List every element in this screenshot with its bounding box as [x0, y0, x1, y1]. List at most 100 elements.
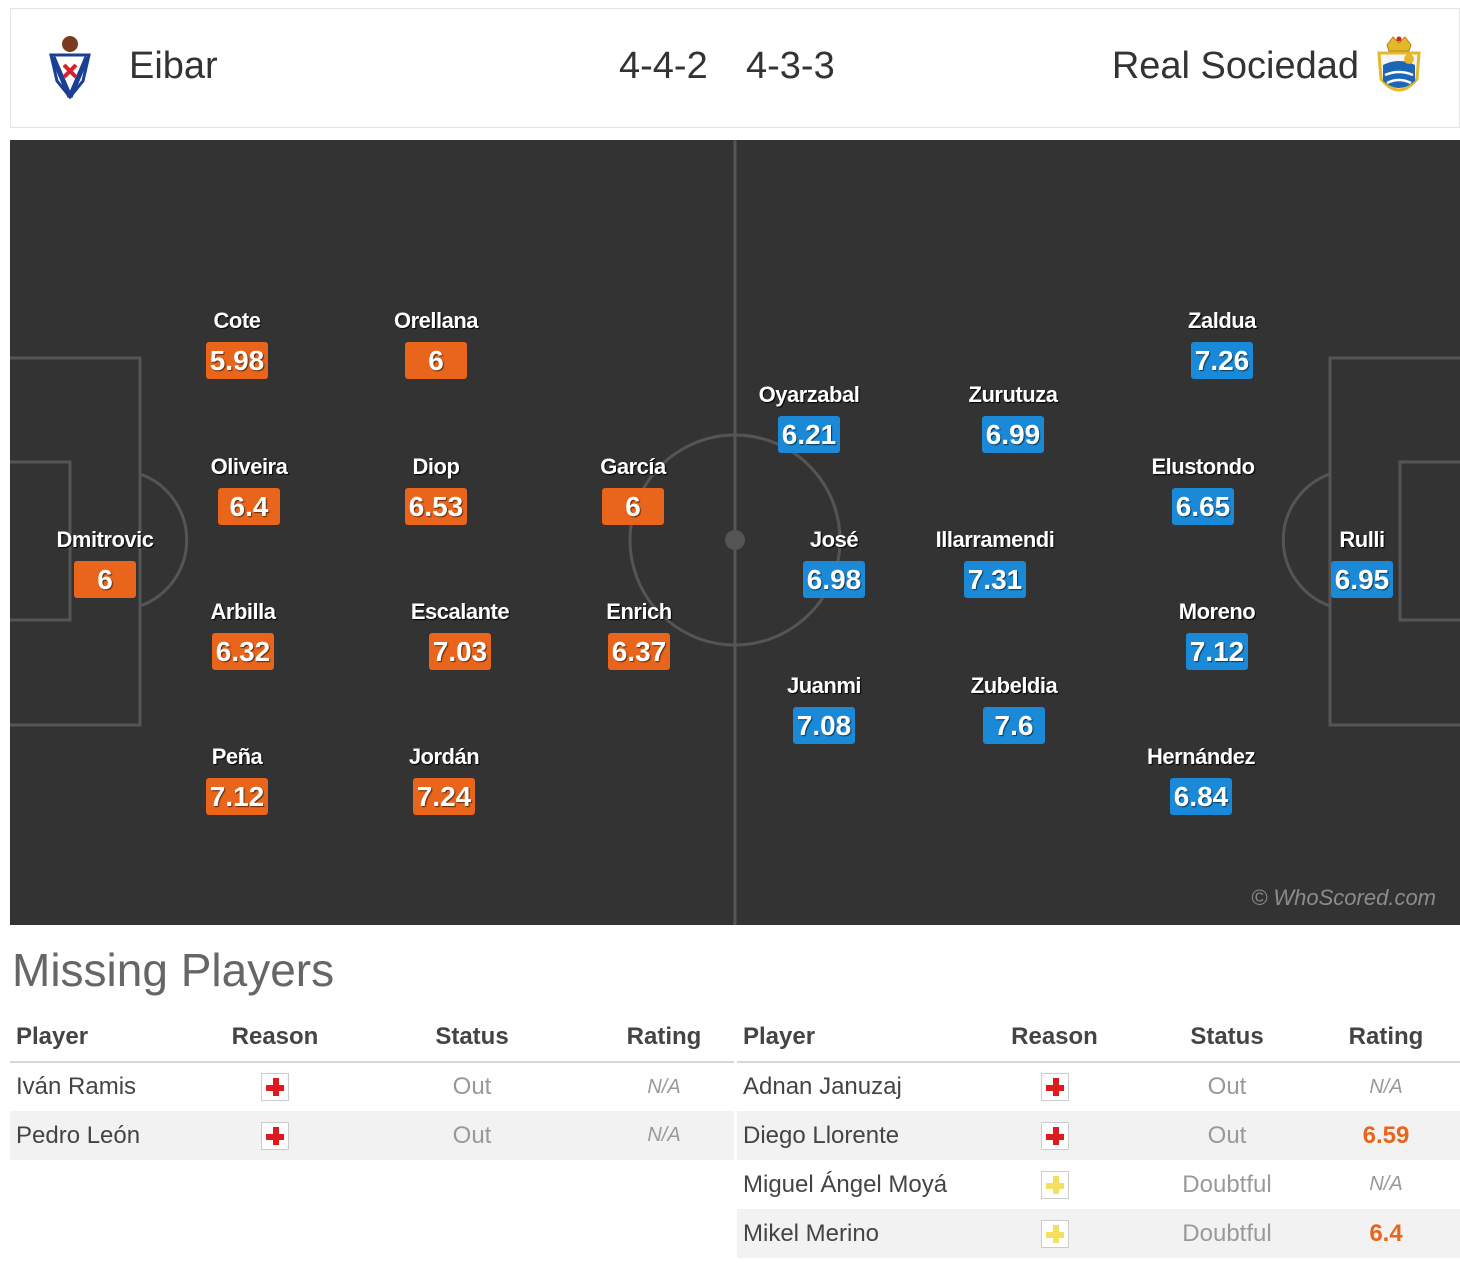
doubtful-cross-icon[interactable]: [1040, 1170, 1069, 1199]
injury-cross-icon[interactable]: [261, 1121, 289, 1150]
player-rating-badge: 7.31: [963, 561, 1027, 598]
injury-cross-icon[interactable]: [1040, 1073, 1069, 1102]
missing-player-row: Pedro León Out N/A: [10, 1111, 734, 1160]
player-name[interactable]: Zubeldia: [970, 673, 1058, 698]
player-rating-badge: 7.24: [412, 778, 476, 815]
missing-player-name[interactable]: Miguel Ángel Moyá: [743, 1170, 948, 1198]
missing-player-row: Adnan Januzaj Out N/A: [737, 1062, 1460, 1111]
home-player-marker[interactable]: Jordán 7.24: [354, 744, 534, 815]
player-name[interactable]: Enrich: [606, 599, 672, 624]
player-name[interactable]: Elustondo: [1151, 454, 1255, 479]
player-name[interactable]: Orellana: [393, 308, 479, 333]
player-name[interactable]: Moreno: [1178, 599, 1256, 624]
pitch-markings: [10, 140, 1460, 925]
home-player-marker[interactable]: García 6: [543, 454, 723, 525]
player-name[interactable]: Hernández: [1147, 744, 1255, 769]
missing-player-name[interactable]: Pedro León: [10, 1111, 200, 1160]
player-name[interactable]: Oliveira: [210, 454, 288, 479]
home-player-marker[interactable]: Diop 6.53: [346, 454, 526, 525]
player-rating-badge: 7.08: [792, 707, 856, 744]
away-missing-table: Player Reason Status Rating Adnan Januza…: [737, 1012, 1460, 1258]
player-name[interactable]: Dmitrovic: [56, 527, 154, 552]
eibar-crest-icon: [47, 35, 93, 106]
missing-player-row: Iván Ramis Out N/A: [10, 1062, 734, 1111]
player-name[interactable]: Illarramendi: [935, 527, 1055, 552]
away-player-marker[interactable]: Zurutuza 6.99: [923, 382, 1103, 453]
missing-player-rating: N/A: [594, 1111, 734, 1160]
missing-player-status: Doubtful: [1142, 1209, 1312, 1258]
missing-player-rating: 6.59: [1312, 1111, 1460, 1160]
away-player-marker[interactable]: Zaldua 7.26: [1132, 308, 1312, 379]
player-name[interactable]: Rulli: [1339, 527, 1385, 552]
away-player-marker[interactable]: Hernández 6.84: [1111, 744, 1291, 815]
column-player: Player: [10, 1012, 200, 1063]
away-player-marker[interactable]: Illarramendi 7.31: [905, 527, 1085, 598]
player-rating-badge: 7.03: [428, 633, 492, 670]
player-name[interactable]: José: [809, 527, 859, 552]
player-rating-badge: 7.12: [1185, 633, 1249, 670]
missing-player-reason: [967, 1160, 1142, 1209]
player-name[interactable]: Diop: [412, 454, 460, 479]
away-player-marker[interactable]: Zubeldia 7.6: [924, 673, 1104, 744]
table-header-row: Player Reason Status Rating: [10, 1012, 734, 1063]
missing-player-status: Out: [1142, 1111, 1312, 1160]
missing-player-reason: [967, 1062, 1142, 1111]
home-player-marker[interactable]: Peña 7.12: [147, 744, 327, 815]
missing-player-row: Miguel Ángel Moyá Doubtful N/A: [737, 1160, 1460, 1209]
player-rating-badge: 6.98: [802, 561, 866, 598]
player-rating-badge: 6.99: [981, 416, 1045, 453]
away-player-marker[interactable]: Moreno 7.12: [1127, 599, 1307, 670]
column-status: Status: [1142, 1012, 1312, 1063]
doubtful-cross-icon[interactable]: [1040, 1219, 1069, 1248]
missing-player-rating: N/A: [1369, 1075, 1403, 1098]
missing-player-row: Mikel Merino Doubtful 6.4: [737, 1209, 1460, 1258]
player-rating-badge: 6.32: [211, 633, 275, 670]
player-rating-badge: 6.65: [1171, 488, 1235, 525]
home-player-marker[interactable]: Oliveira 6.4: [159, 454, 339, 525]
home-team-name[interactable]: Eibar: [129, 45, 218, 87]
real-sociedad-crest-icon: [1373, 35, 1425, 108]
missing-player-name[interactable]: Mikel Merino: [737, 1209, 967, 1258]
missing-player-name[interactable]: Adnan Januzaj: [743, 1073, 902, 1100]
player-name[interactable]: Cote: [213, 308, 261, 333]
home-formation: 4-4-2: [619, 45, 708, 87]
player-name[interactable]: Oyarzabal: [758, 382, 860, 407]
home-player-marker[interactable]: Arbilla 6.32: [153, 599, 333, 670]
home-player-marker[interactable]: Cote 5.98: [147, 308, 327, 379]
missing-player-rating: N/A: [1369, 1173, 1403, 1195]
away-player-marker[interactable]: Rulli 6.95: [1272, 527, 1452, 598]
column-status: Status: [350, 1012, 594, 1063]
player-name[interactable]: Zurutuza: [968, 382, 1058, 407]
home-player-marker[interactable]: Dmitrovic 6: [15, 527, 195, 598]
player-rating-badge: 6.84: [1169, 778, 1233, 815]
column-reason: Reason: [200, 1012, 350, 1063]
missing-player-reason: [200, 1062, 350, 1111]
away-player-marker[interactable]: Juanmi 7.08: [734, 673, 914, 744]
home-player-marker[interactable]: Escalante 7.03: [370, 599, 550, 670]
column-player: Player: [737, 1012, 967, 1063]
missing-player-status: Out: [452, 1073, 492, 1100]
player-name[interactable]: Peña: [211, 744, 263, 769]
missing-player-rating: N/A: [647, 1075, 681, 1098]
missing-player-name[interactable]: Iván Ramis: [16, 1073, 137, 1100]
player-name[interactable]: García: [600, 454, 666, 479]
player-name[interactable]: Escalante: [410, 599, 510, 624]
player-name[interactable]: Arbilla: [210, 599, 276, 624]
missing-player-status: Out: [350, 1111, 594, 1160]
away-player-marker[interactable]: Elustondo 6.65: [1113, 454, 1293, 525]
home-player-marker[interactable]: Orellana 6: [346, 308, 526, 379]
injury-cross-icon[interactable]: [261, 1073, 289, 1102]
away-player-marker[interactable]: José 6.98: [744, 527, 924, 598]
away-formation: 4-3-3: [746, 45, 835, 87]
player-rating-badge: 6.21: [777, 416, 841, 453]
player-name[interactable]: Zaldua: [1188, 308, 1256, 333]
column-rating: Rating: [594, 1012, 734, 1063]
away-player-marker[interactable]: Oyarzabal 6.21: [719, 382, 899, 453]
missing-player-name[interactable]: Diego Llorente: [737, 1111, 967, 1160]
injury-cross-icon[interactable]: [1040, 1121, 1069, 1150]
player-rating-badge: 7.6: [983, 707, 1045, 744]
player-name[interactable]: Jordán: [408, 744, 480, 769]
home-player-marker[interactable]: Enrich 6.37: [549, 599, 729, 670]
away-team-name[interactable]: Real Sociedad: [1111, 45, 1359, 87]
player-name[interactable]: Juanmi: [786, 673, 862, 698]
